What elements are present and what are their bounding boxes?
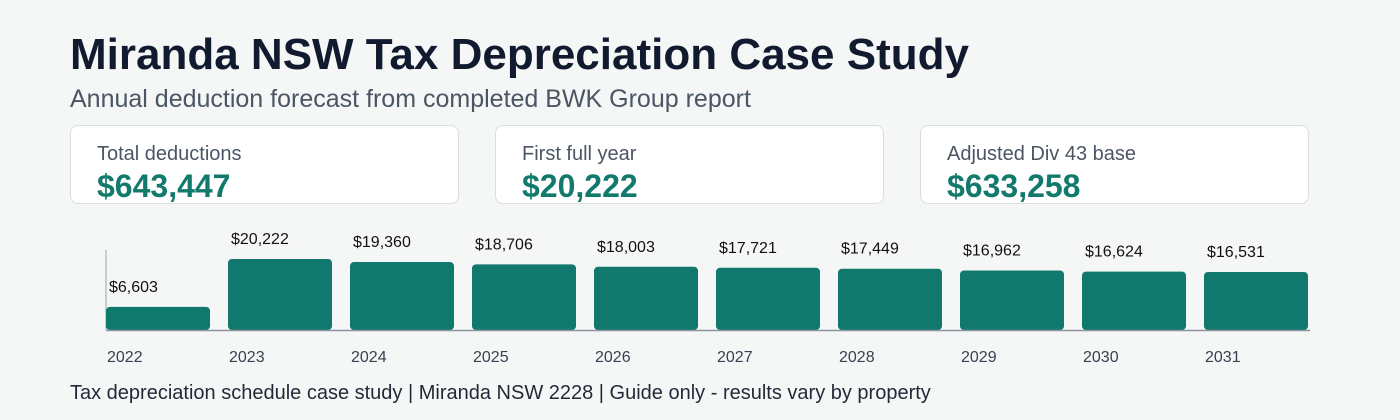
x-tick-2028: 2028: [839, 349, 875, 366]
data-label-2026: $18,003: [597, 239, 655, 256]
bar-2028: [838, 268, 942, 330]
footnote: Tax depreciation schedule case study | M…: [70, 382, 931, 404]
data-label-2028: $17,449: [841, 241, 899, 258]
bar-2026: [594, 266, 698, 330]
x-tick-2030: 2030: [1083, 349, 1119, 366]
card-first-full-year: First full year $20,222: [495, 125, 884, 204]
card-adjusted-div43-base: Adjusted Div 43 base $633,258: [920, 125, 1309, 204]
x-tick-2031: 2031: [1205, 349, 1241, 366]
page-subtitle: Annual deduction forecast from completed…: [70, 85, 751, 113]
card-label: First full year: [522, 143, 637, 165]
bar-2025: [472, 264, 576, 330]
bar-2027: [716, 267, 820, 330]
bar-2024: [350, 262, 454, 330]
x-tick-2025: 2025: [473, 349, 509, 366]
x-tick-2027: 2027: [717, 349, 753, 366]
card-label: Total deductions: [97, 143, 242, 165]
x-tick-2029: 2029: [961, 349, 997, 366]
data-label-2031: $16,531: [1207, 244, 1265, 261]
x-tick-2023: 2023: [229, 349, 265, 366]
bar-2023: [228, 259, 332, 330]
data-label-2029: $16,962: [963, 242, 1021, 259]
card-value: $643,447: [97, 168, 231, 204]
x-tick-2026: 2026: [595, 349, 631, 366]
bar-2031: [1204, 271, 1308, 330]
data-label-2030: $16,624: [1085, 244, 1143, 261]
bar-2029: [960, 270, 1064, 330]
data-label-2023: $20,222: [231, 231, 289, 248]
data-label-2025: $18,706: [475, 236, 533, 253]
card-value: $20,222: [522, 168, 638, 204]
bar-2030: [1082, 271, 1186, 330]
x-tick-2024: 2024: [351, 349, 387, 366]
bar-2022: [106, 306, 210, 330]
data-label-2024: $19,360: [353, 234, 411, 251]
card-value: $633,258: [947, 168, 1081, 204]
data-label-2027: $17,721: [719, 240, 777, 257]
card-label: Adjusted Div 43 base: [947, 143, 1137, 165]
x-tick-2022: 2022: [107, 349, 143, 366]
page-title: Miranda NSW Tax Depreciation Case Study: [70, 30, 969, 79]
data-label-2022: $6,603: [109, 279, 158, 296]
deduction-bar-chart: $6,603 2022 $20,222 2023 $19,360 2024 $18,706 2…: [105, 231, 1310, 366]
card-total-deductions: Total deductions $643,447: [70, 125, 459, 204]
